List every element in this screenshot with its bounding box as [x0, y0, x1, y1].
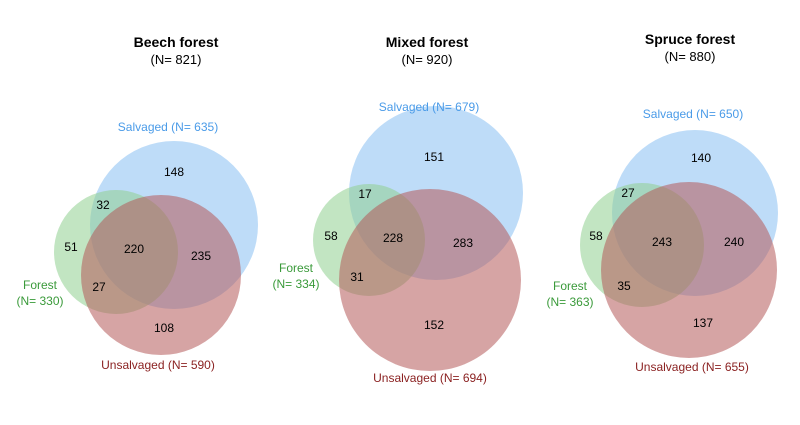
label-unsalvaged: Unsalvaged (N= 590) [101, 358, 215, 372]
label-unsalvaged: Unsalvaged (N= 655) [635, 360, 749, 374]
circle-unsalvaged [339, 189, 521, 371]
count-salvaged-only: 151 [424, 150, 444, 164]
count-salvaged-only: 148 [164, 165, 184, 179]
diagram-title: Mixed forest [386, 34, 469, 50]
count-all-three: 220 [124, 242, 144, 256]
count-all-three: 243 [652, 235, 672, 249]
label-forest-line2: (N= 334) [272, 277, 319, 291]
label-unsalvaged: Unsalvaged (N= 694) [373, 371, 487, 385]
count-forest-unsalvaged: 31 [350, 270, 364, 284]
count-salvaged-only: 140 [691, 151, 711, 165]
label-forest-line1: Forest [553, 279, 588, 293]
diagram-subtitle: (N= 920) [402, 52, 453, 67]
count-salvaged-unsalvaged: 235 [191, 249, 211, 263]
count-forest-salvaged: 17 [358, 187, 372, 201]
label-forest-line2: (N= 330) [16, 294, 63, 308]
count-forest-only: 58 [589, 229, 603, 243]
count-unsalvaged-only: 108 [154, 321, 174, 335]
label-forest-line1: Forest [279, 261, 314, 275]
count-forest-only: 51 [64, 240, 78, 254]
count-forest-unsalvaged: 27 [92, 280, 106, 294]
count-unsalvaged-only: 137 [693, 316, 713, 330]
diagram-title: Beech forest [134, 34, 219, 50]
count-unsalvaged-only: 152 [424, 318, 444, 332]
circle-unsalvaged [601, 182, 777, 358]
label-salvaged: Salvaged (N= 650) [643, 107, 743, 121]
count-forest-salvaged: 32 [96, 198, 110, 212]
label-forest-line1: Forest [23, 278, 58, 292]
count-salvaged-unsalvaged: 240 [724, 235, 744, 249]
label-salvaged: Salvaged (N= 635) [118, 120, 218, 134]
label-forest-line2: (N= 363) [546, 295, 593, 309]
venn-beech: Beech forest (N= 821) Salvaged (N= 635) … [16, 34, 258, 372]
count-forest-only: 58 [324, 229, 338, 243]
count-forest-salvaged: 27 [621, 186, 635, 200]
count-salvaged-unsalvaged: 283 [453, 236, 473, 250]
count-all-three: 228 [383, 231, 403, 245]
diagram-title: Spruce forest [645, 31, 736, 47]
diagram-subtitle: (N= 821) [151, 52, 202, 67]
venn-mixed: Mixed forest (N= 920) Salvaged (N= 679) … [272, 34, 523, 385]
circle-unsalvaged [81, 195, 241, 355]
venn-spruce: Spruce forest (N= 880) Salvaged (N= 650)… [546, 31, 778, 374]
label-salvaged: Salvaged (N= 679) [379, 100, 479, 114]
diagram-subtitle: (N= 880) [665, 49, 716, 64]
count-forest-unsalvaged: 35 [617, 279, 631, 293]
